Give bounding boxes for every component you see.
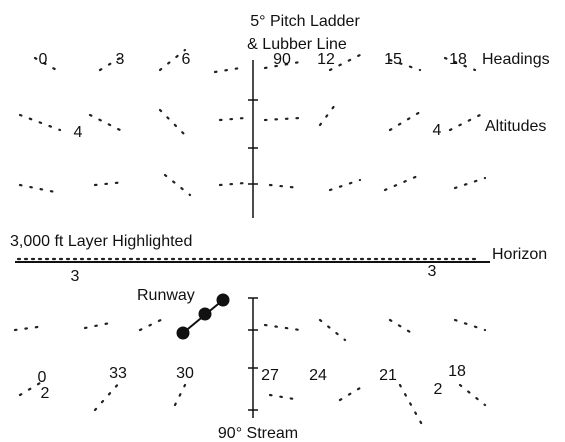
heading-label: 27 <box>261 367 279 384</box>
heading-label: 24 <box>309 367 327 384</box>
altitude-label: 2 <box>434 381 443 398</box>
runway <box>176 293 230 340</box>
title: 5° Pitch Ladder <box>250 13 360 30</box>
heading-label: 0 <box>38 369 47 386</box>
heading-label: 15 <box>384 51 402 68</box>
heading-label: 21 <box>379 367 397 384</box>
heading-label: 12 <box>317 51 335 68</box>
altitude-label: 3 <box>71 268 80 285</box>
ladder-dots <box>13 48 487 432</box>
altitudes-label: Altitudes <box>485 118 546 135</box>
layer-label: 3,000 ft Layer Highlighted <box>10 233 192 250</box>
altitude-label: 4 <box>74 124 83 141</box>
heading-label: 18 <box>448 363 466 380</box>
heading-label: 0 <box>39 51 48 68</box>
heading-label: 30 <box>176 365 194 382</box>
altitude-label: 3 <box>428 263 437 280</box>
stream-label: 90° Stream <box>218 425 298 442</box>
altitude-label: 4 <box>433 122 442 139</box>
heading-label: 90 <box>273 51 291 68</box>
runway-label: Runway <box>137 287 195 304</box>
title: & Lubber Line <box>247 36 347 53</box>
heading-label: 3 <box>116 51 125 68</box>
headings-label: Headings <box>482 51 550 68</box>
heading-label: 33 <box>109 365 127 382</box>
heading-label: 18 <box>449 51 467 68</box>
horizon-label: Horizon <box>492 246 547 263</box>
lubber-line <box>248 60 258 418</box>
heading-label: 6 <box>182 51 191 68</box>
altitude-label: 2 <box>41 385 50 402</box>
